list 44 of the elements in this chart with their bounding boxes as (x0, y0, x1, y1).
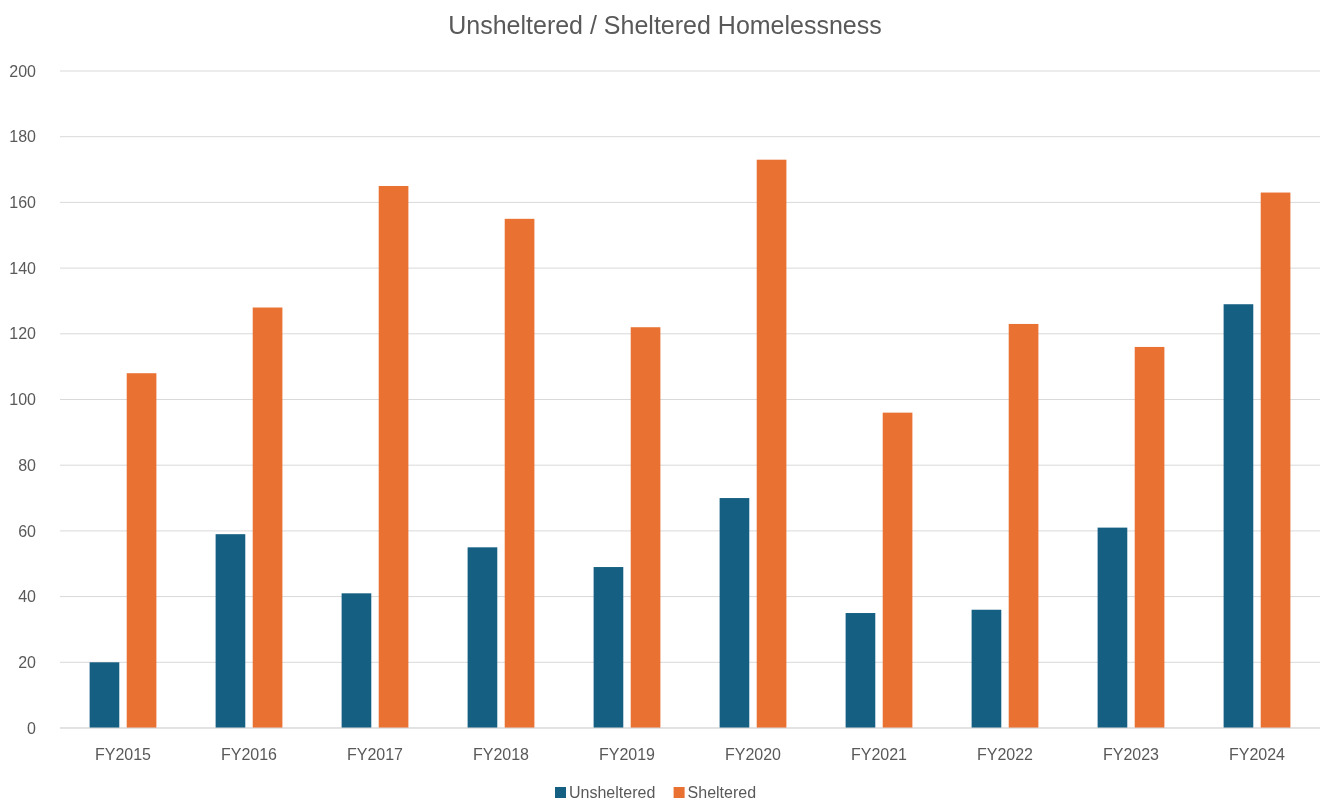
x-tick-label: FY2021 (850, 746, 908, 763)
bar (504, 218, 535, 728)
x-tick-label: FY2016 (220, 746, 278, 763)
bar (378, 185, 409, 728)
legend-label: Sheltered (687, 784, 757, 801)
y-tick-label: 80 (18, 456, 37, 474)
bar (341, 593, 372, 728)
bar (756, 159, 787, 728)
y-tick-label: 100 (9, 391, 37, 409)
x-tick-label: FY2018 (472, 746, 530, 763)
bar (882, 412, 913, 728)
bar (719, 498, 750, 728)
y-tick-label: 40 (18, 588, 37, 606)
x-tick-label: FY2024 (1228, 746, 1286, 763)
y-tick-label: 0 (27, 719, 37, 737)
bar (1223, 304, 1254, 728)
bar (1097, 527, 1128, 728)
bar (215, 534, 246, 728)
bar (593, 567, 624, 728)
y-tick-label: 60 (18, 522, 37, 540)
bar (845, 613, 876, 728)
x-tick-label: FY2017 (346, 746, 404, 763)
x-tick-label: FY2015 (94, 746, 152, 763)
chart-title: Unsheltered / Sheltered Homelessness (448, 11, 882, 39)
bar (252, 307, 283, 728)
x-tick-label: FY2023 (1102, 746, 1160, 763)
bar (630, 327, 661, 728)
y-tick-label: 20 (18, 653, 37, 671)
x-tick-label: FY2020 (724, 746, 782, 763)
x-tick-label: FY2019 (598, 746, 656, 763)
y-tick-label: 140 (9, 259, 37, 277)
x-tick-label: FY2022 (976, 746, 1034, 763)
y-tick-label: 160 (9, 194, 37, 211)
bar (971, 609, 1002, 728)
bar (467, 547, 498, 728)
legend-label: Unsheltered (569, 784, 656, 801)
y-tick-label: 200 (9, 62, 37, 80)
bar (126, 373, 157, 728)
bar (1260, 192, 1291, 728)
y-tick-label: 120 (9, 325, 37, 343)
bar (1134, 346, 1165, 728)
bar (1008, 323, 1039, 728)
y-tick-label: 180 (9, 128, 37, 146)
bar (89, 662, 120, 728)
